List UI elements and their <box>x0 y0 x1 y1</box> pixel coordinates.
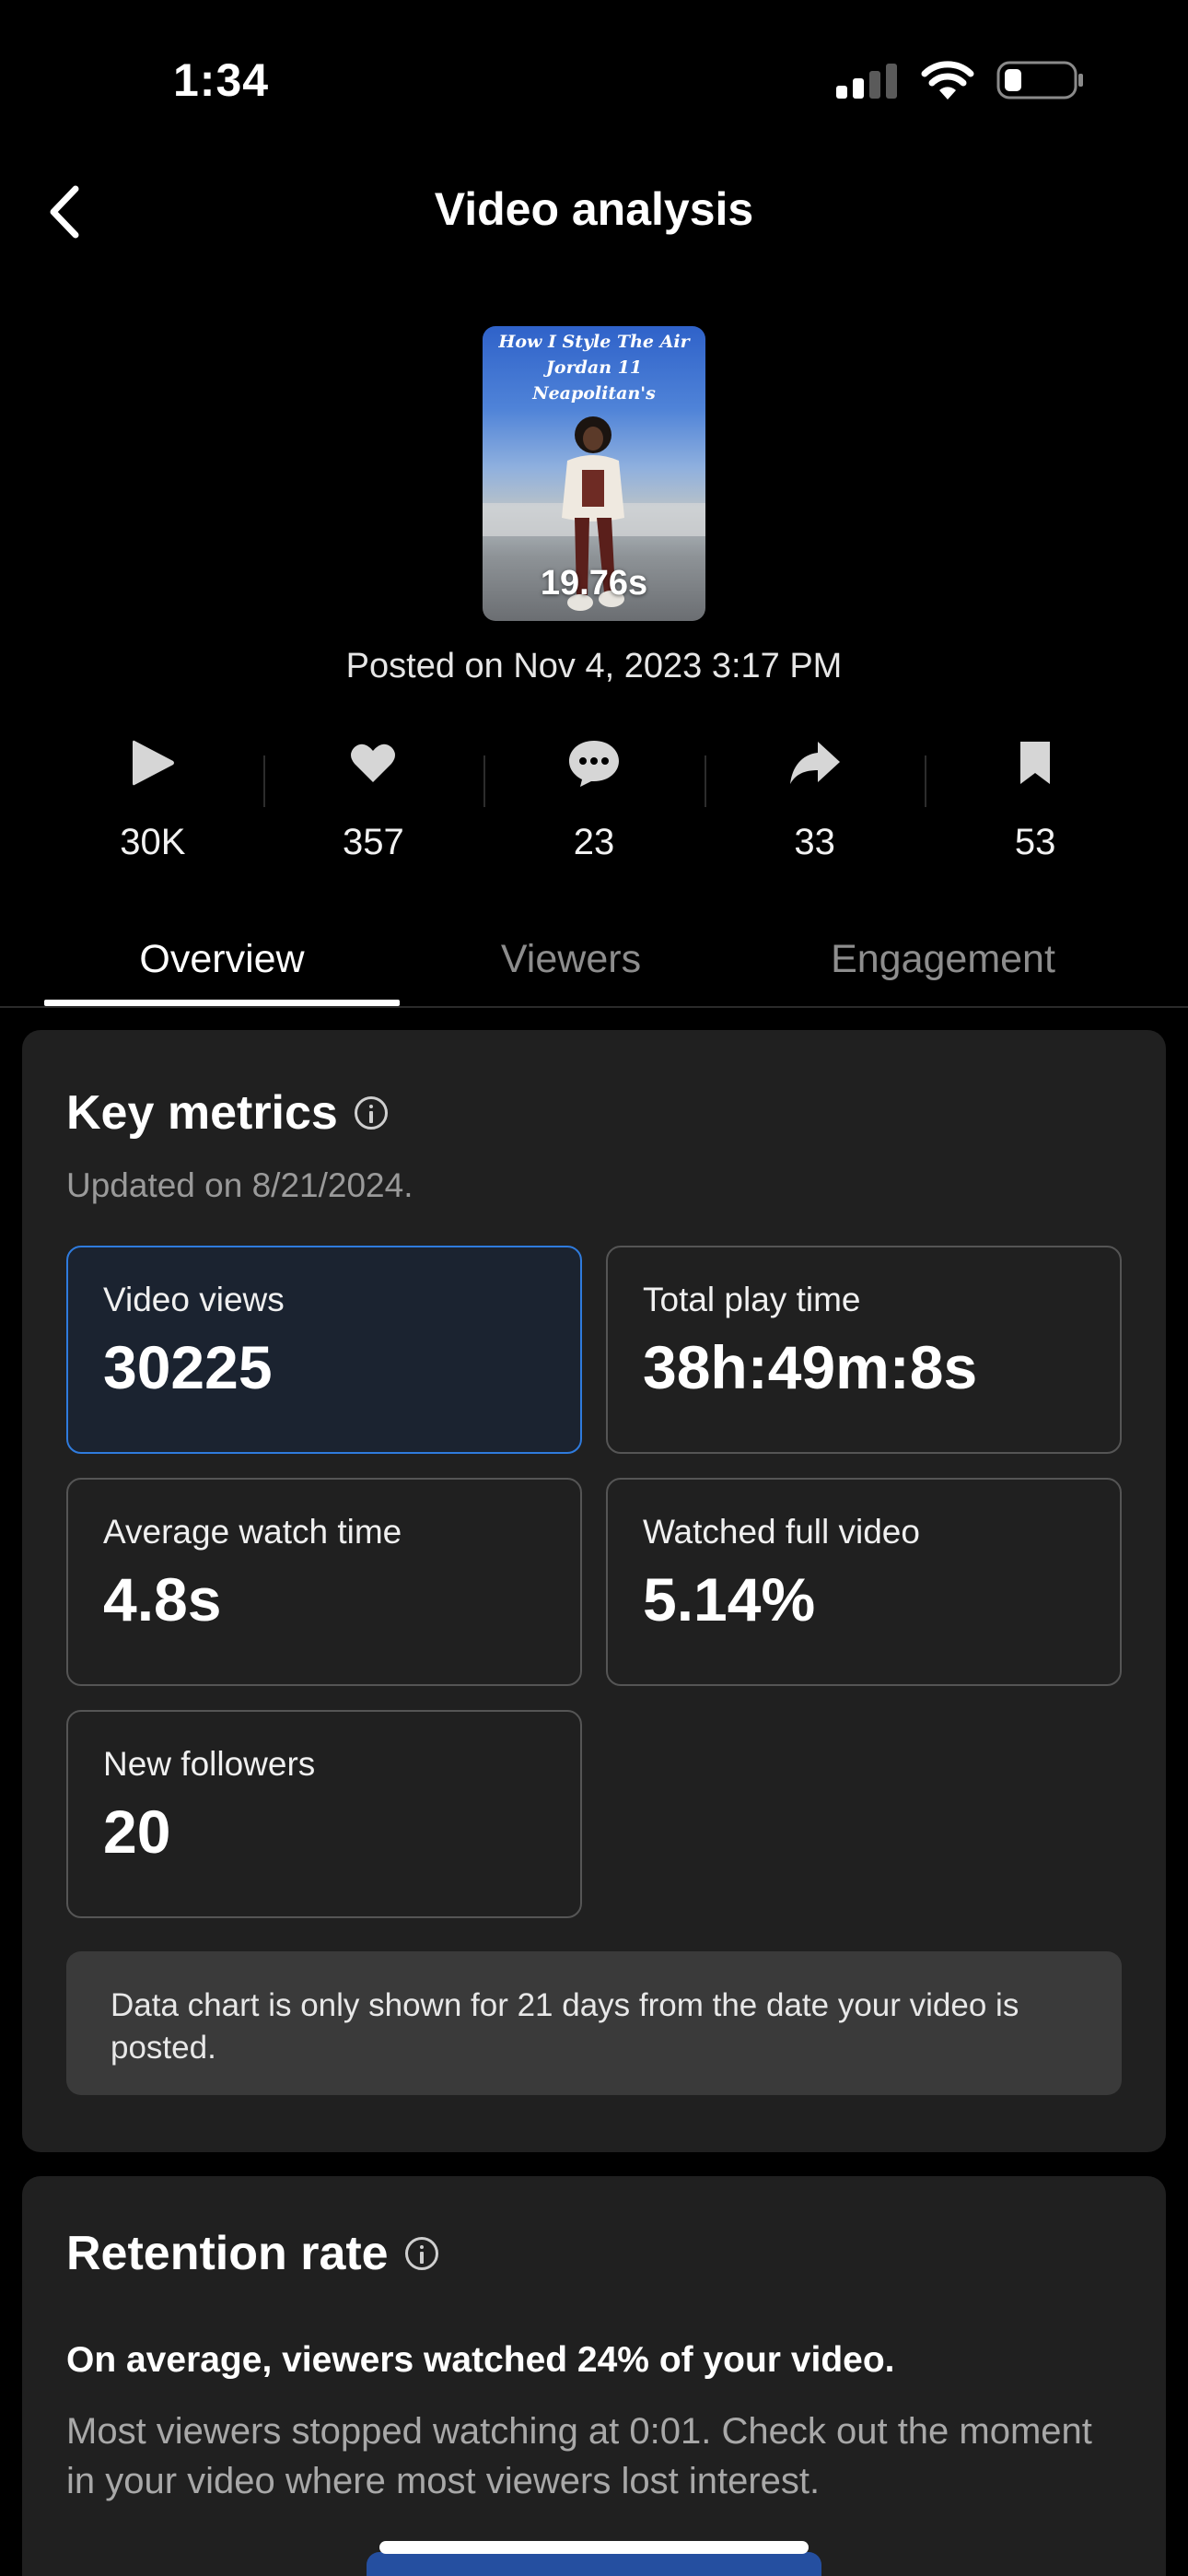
status-time: 1:34 <box>173 54 270 106</box>
metric-label: Average watch time <box>103 1513 402 1551</box>
metric-label: New followers <box>103 1745 316 1783</box>
tab-bar: Overview Viewers Engagement <box>44 912 1144 1006</box>
stat-value: 53 <box>1014 822 1056 862</box>
metric-watched-full-video[interactable]: Watched full video 5.14% <box>606 1478 1122 1686</box>
metric-label: Watched full video <box>643 1513 920 1551</box>
retention-rate-card: Retention rate On average, viewers watch… <box>22 2176 1166 2576</box>
stat-saves: 53 <box>925 728 1146 875</box>
metric-value: 30225 <box>103 1333 273 1401</box>
tab-viewers[interactable]: Viewers <box>500 936 642 981</box>
metric-value: 5.14% <box>643 1565 816 1633</box>
tab-overview[interactable]: Overview <box>44 912 400 1006</box>
key-metrics-card: Key metrics Updated on 8/21/2024. Video … <box>22 1030 1166 2152</box>
wifi-icon <box>921 61 974 100</box>
stat-value: 357 <box>343 822 404 862</box>
info-icon[interactable] <box>404 2237 438 2270</box>
chevron-left-icon <box>50 185 79 239</box>
metric-new-followers[interactable]: New followers 20 <box>66 1710 582 1918</box>
metric-value: 20 <box>103 1797 171 1866</box>
play-icon <box>132 740 174 786</box>
page-title: Video analysis <box>434 183 754 235</box>
retention-lead: On average, viewers watched 24% of your … <box>66 2340 895 2380</box>
key-metrics-title-text: Key metrics <box>66 1086 338 1140</box>
metric-value: 4.8s <box>103 1565 222 1633</box>
thumbnail-person <box>562 416 624 611</box>
video-thumbnail[interactable]: How I Style The Air Jordan 11 Neapolitan… <box>483 326 705 621</box>
video-duration: 19.76s <box>540 564 648 603</box>
tab-engagement[interactable]: Engagement <box>831 936 1055 981</box>
bookmark-icon <box>1020 742 1051 784</box>
metric-average-watch-time[interactable]: Average watch time 4.8s <box>66 1478 582 1686</box>
metric-value: 38h:49m:8s <box>643 1333 978 1401</box>
stat-comments: 23 <box>483 728 705 875</box>
stat-shares: 33 <box>704 728 926 875</box>
data-chart-note: Data chart is only shown for 21 days fro… <box>66 1951 1122 2095</box>
retention-title-text: Retention rate <box>66 2227 389 2280</box>
retention-title: Retention rate <box>66 2226 438 2281</box>
stat-value: 33 <box>794 822 835 862</box>
retention-description: Most viewers stopped watching at 0:01. C… <box>66 2411 1092 2501</box>
stat-views: 30K <box>42 728 263 875</box>
status-icons <box>834 57 1085 103</box>
home-indicator <box>379 2541 809 2554</box>
metric-label: Video views <box>103 1281 285 1318</box>
share-icon <box>789 742 840 784</box>
metric-total-play-time[interactable]: Total play time 38h:49m:8s <box>606 1246 1122 1454</box>
stats-row: 30K 357 23 33 53 <box>42 728 1146 875</box>
key-metrics-title: Key metrics <box>66 1085 388 1141</box>
updated-date: Updated on 8/21/2024. <box>66 1166 413 1204</box>
heart-icon <box>351 744 396 782</box>
thumbnail-caption: How I Style The Air Jordan 11 Neapolitan… <box>498 332 690 404</box>
metric-video-views[interactable]: Video views 30225 <box>66 1246 582 1454</box>
bottom-action-button[interactable] <box>367 2552 821 2576</box>
comment-icon <box>568 741 619 787</box>
back-button[interactable] <box>37 175 92 249</box>
stat-likes: 357 <box>262 728 484 875</box>
posted-date: Posted on Nov 4, 2023 3:17 PM <box>345 647 843 685</box>
battery-icon <box>996 61 1083 100</box>
stat-value: 23 <box>573 822 615 862</box>
tabs-divider <box>0 1006 1188 1008</box>
stat-value: 30K <box>120 822 186 862</box>
info-icon[interactable] <box>354 1096 388 1130</box>
metric-label: Total play time <box>643 1281 861 1318</box>
cellular-signal-icon <box>836 64 897 99</box>
